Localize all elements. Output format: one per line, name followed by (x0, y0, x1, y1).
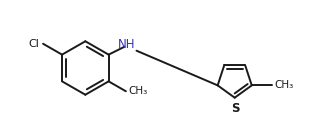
Text: NH: NH (118, 38, 135, 51)
Text: CH₃: CH₃ (129, 86, 148, 96)
Text: S: S (232, 102, 240, 115)
Text: CH₃: CH₃ (275, 80, 294, 90)
Text: Cl: Cl (28, 39, 39, 49)
